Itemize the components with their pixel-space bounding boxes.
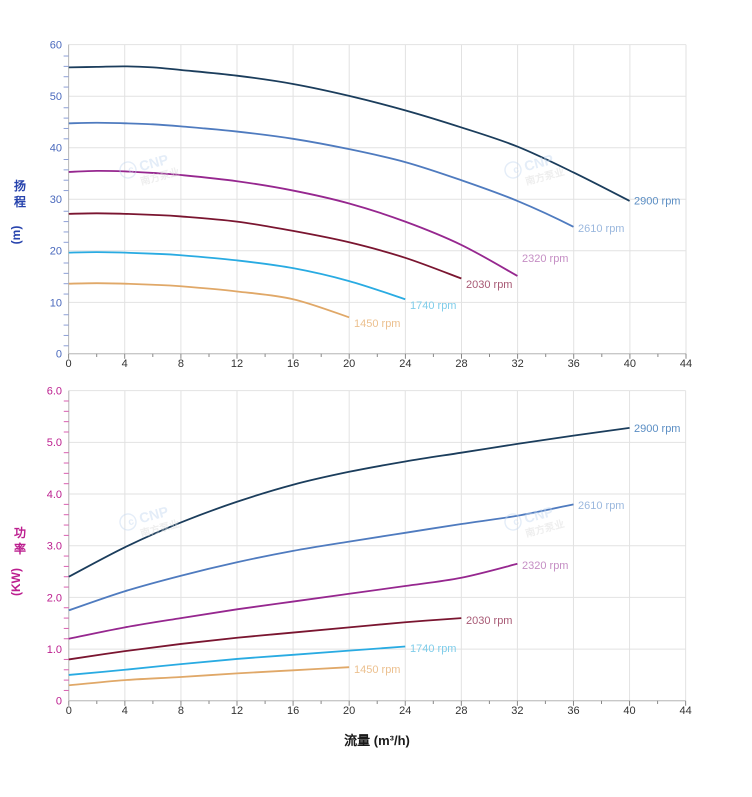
svg-text:1450 rpm: 1450 rpm — [354, 318, 400, 330]
svg-text:4: 4 — [122, 705, 128, 717]
svg-text:2030 rpm: 2030 rpm — [466, 279, 512, 291]
svg-text:40: 40 — [50, 143, 62, 155]
svg-text:10: 10 — [50, 297, 62, 309]
svg-text:36: 36 — [568, 358, 580, 370]
svg-text:60: 60 — [50, 40, 62, 52]
svg-text:2900 rpm: 2900 rpm — [634, 196, 680, 208]
svg-text:3.0: 3.0 — [47, 541, 62, 553]
svg-text:6.0: 6.0 — [47, 386, 62, 398]
svg-text:2320 rpm: 2320 rpm — [522, 253, 568, 265]
svg-text:20: 20 — [343, 358, 355, 370]
svg-text:2030 rpm: 2030 rpm — [466, 615, 512, 627]
svg-text:程: 程 — [14, 194, 26, 209]
svg-text:8: 8 — [178, 358, 184, 370]
svg-text:0: 0 — [56, 696, 62, 708]
svg-text:2900 rpm: 2900 rpm — [634, 423, 680, 435]
svg-text:44: 44 — [680, 358, 692, 370]
svg-text:(m): (m) — [9, 226, 23, 245]
svg-text:20: 20 — [50, 246, 62, 258]
svg-text:24: 24 — [399, 705, 411, 717]
svg-text:50: 50 — [50, 91, 62, 103]
svg-text:20: 20 — [343, 705, 355, 717]
svg-text:2320 rpm: 2320 rpm — [522, 560, 568, 572]
svg-text:32: 32 — [511, 358, 523, 370]
svg-text:2.0: 2.0 — [47, 592, 62, 604]
svg-text:16: 16 — [287, 358, 299, 370]
svg-text:32: 32 — [511, 705, 523, 717]
svg-text:率: 率 — [14, 541, 26, 556]
svg-text:16: 16 — [287, 705, 299, 717]
svg-text:28: 28 — [455, 705, 467, 717]
svg-text:4: 4 — [122, 358, 128, 370]
svg-text:0: 0 — [66, 705, 72, 717]
svg-text:1740 rpm: 1740 rpm — [410, 643, 456, 655]
svg-text:1740 rpm: 1740 rpm — [410, 300, 456, 312]
svg-text:0: 0 — [66, 358, 72, 370]
svg-text:扬: 扬 — [14, 178, 26, 193]
svg-text:2610 rpm: 2610 rpm — [578, 500, 624, 512]
svg-text:8: 8 — [178, 705, 184, 717]
svg-text:0: 0 — [56, 349, 62, 361]
svg-text:28: 28 — [455, 358, 467, 370]
svg-text:24: 24 — [399, 358, 411, 370]
svg-text:30: 30 — [50, 194, 62, 206]
svg-text:4.0: 4.0 — [47, 489, 62, 501]
svg-text:12: 12 — [231, 705, 243, 717]
svg-text:功: 功 — [14, 525, 26, 540]
svg-text:2610 rpm: 2610 rpm — [578, 223, 624, 235]
svg-text:1450 rpm: 1450 rpm — [354, 664, 400, 676]
svg-text:40: 40 — [623, 705, 635, 717]
svg-text:1.0: 1.0 — [47, 644, 62, 656]
svg-text:36: 36 — [567, 705, 579, 717]
svg-text:12: 12 — [231, 358, 243, 370]
svg-text:流量 (m³/h): 流量 (m³/h) — [344, 733, 410, 748]
svg-text:44: 44 — [680, 705, 692, 717]
svg-text:5.0: 5.0 — [47, 437, 62, 449]
svg-text:40: 40 — [624, 358, 636, 370]
svg-text:(KW): (KW) — [9, 568, 23, 596]
